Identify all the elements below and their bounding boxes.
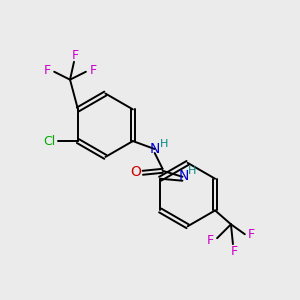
Text: N: N [178, 169, 189, 183]
Text: Cl: Cl [43, 135, 56, 148]
Text: F: F [207, 234, 214, 247]
Text: F: F [71, 50, 79, 62]
Text: H: H [188, 166, 196, 176]
Text: F: F [89, 64, 96, 77]
Text: H: H [159, 139, 168, 149]
Text: F: F [44, 64, 51, 77]
Text: N: N [149, 142, 160, 156]
Text: F: F [230, 244, 238, 258]
Text: O: O [130, 165, 141, 179]
Text: F: F [248, 228, 255, 241]
